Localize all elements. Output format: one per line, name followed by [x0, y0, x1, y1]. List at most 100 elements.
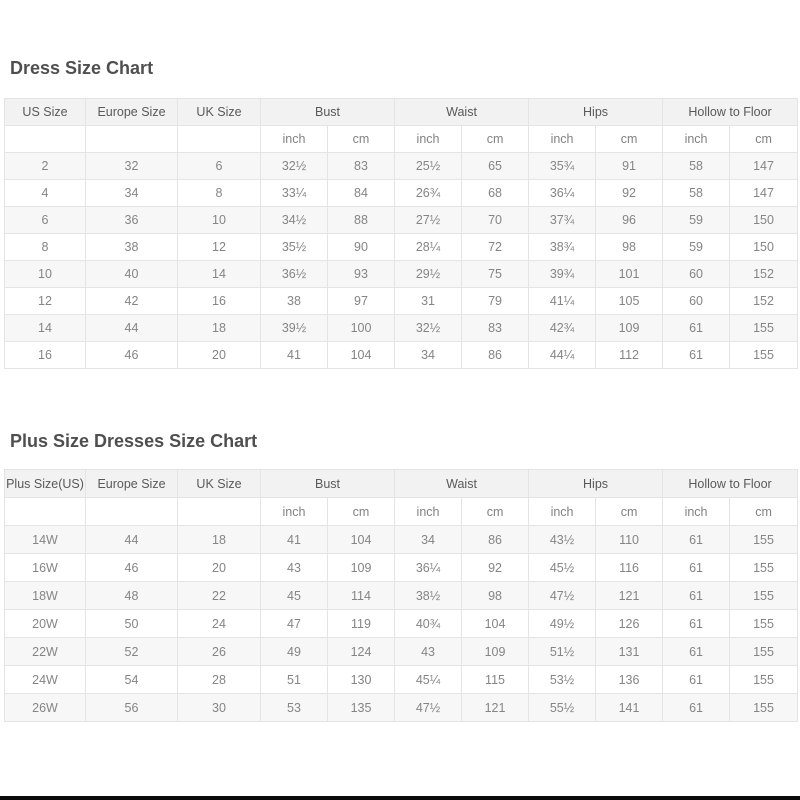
table-cell: 131 — [595, 637, 664, 666]
table-cell: 27½ — [394, 206, 463, 234]
table-cell: 47½ — [394, 693, 463, 722]
table-cell: 155 — [729, 609, 799, 638]
table-cell: 35½ — [260, 233, 328, 261]
table-cell: 10 — [177, 206, 261, 234]
table-cell: 155 — [729, 581, 799, 610]
table-cell: 110 — [595, 525, 664, 554]
table-cell: 37¾ — [528, 206, 597, 234]
column-header-waist: Waist — [394, 469, 530, 498]
unit-label-cm: cm — [461, 497, 530, 526]
table-cell: 51½ — [528, 637, 597, 666]
unit-label-inch: inch — [260, 497, 328, 526]
column-header-waist: Waist — [394, 98, 530, 126]
table-cell: 90 — [326, 233, 396, 261]
unit-label-cm: cm — [326, 125, 396, 153]
table-cell: 36½ — [260, 260, 328, 288]
unit-label-inch: inch — [394, 497, 463, 526]
table-cell: 61 — [662, 581, 731, 610]
table-row: 4 34 8 33¼ 84 26¾ 68 36¼ 92 58 147 — [4, 179, 799, 207]
table-cell: 18 — [177, 314, 261, 342]
table-cell: 155 — [729, 314, 799, 342]
unit-label-inch: inch — [662, 125, 731, 153]
table-cell: 6 — [177, 152, 261, 180]
table-cell: 8 — [177, 179, 261, 207]
column-header-bust: Bust — [259, 98, 396, 126]
table-cell: 104 — [326, 341, 396, 369]
empty-header-cell — [4, 497, 86, 526]
table-cell: 79 — [461, 287, 530, 315]
table-row: 16 46 20 41 104 34 86 44¼ 112 61 155 — [4, 341, 799, 369]
table-cell: 2 — [4, 152, 86, 180]
table-cell: 43 — [260, 553, 328, 582]
table-cell: 12 — [177, 233, 261, 261]
table-cell: 136 — [595, 665, 664, 694]
table-cell: 96 — [595, 206, 664, 234]
table-cell: 45 — [260, 581, 328, 610]
table-cell: 155 — [729, 341, 799, 369]
empty-header-cell — [177, 497, 261, 526]
table-row: 24W 54 28 51 130 45¼ 115 53½ 136 61 155 — [4, 665, 799, 694]
table-cell: 141 — [595, 693, 664, 722]
table-row: 18W 48 22 45 114 38½ 98 47½ 121 61 155 — [4, 581, 799, 610]
table-cell: 115 — [461, 665, 530, 694]
table-cell: 41 — [260, 341, 328, 369]
table-cell: 14 — [4, 314, 86, 342]
table-cell: 28¼ — [394, 233, 463, 261]
table-cell: 86 — [461, 341, 530, 369]
table-row: 10 40 14 36½ 93 29½ 75 39¾ 101 60 152 — [4, 260, 799, 288]
table-cell: 26 — [177, 637, 261, 666]
header-row: Plus Size(US) Europe Size UK Size Bust W… — [4, 469, 799, 498]
table-cell: 150 — [729, 206, 799, 234]
table-cell: 26W — [4, 693, 86, 722]
table-cell: 28 — [177, 665, 261, 694]
table-cell: 47 — [260, 609, 328, 638]
table-cell: 40 — [85, 260, 178, 288]
table-cell: 35¾ — [528, 152, 597, 180]
table-cell: 155 — [729, 637, 799, 666]
table-cell: 60 — [662, 260, 731, 288]
table-cell: 49 — [260, 637, 328, 666]
table-cell: 47½ — [528, 581, 597, 610]
table-cell: 152 — [729, 260, 799, 288]
table-cell: 32½ — [260, 152, 328, 180]
table-cell: 147 — [729, 179, 799, 207]
table-cell: 43 — [394, 637, 463, 666]
table-cell: 119 — [326, 609, 396, 638]
table-cell: 109 — [461, 637, 530, 666]
table-cell: 40¾ — [394, 609, 463, 638]
unit-header-row: inch cm inch cm inch cm inch cm — [4, 125, 799, 153]
table-cell: 124 — [326, 637, 396, 666]
table-cell: 92 — [595, 179, 664, 207]
table-cell: 155 — [729, 553, 799, 582]
table-cell: 92 — [461, 553, 530, 582]
table-cell: 114 — [326, 581, 396, 610]
table-cell: 152 — [729, 287, 799, 315]
dress-size-chart-title: Dress Size Chart — [10, 58, 154, 78]
table-cell: 45½ — [528, 553, 597, 582]
table-cell: 155 — [729, 525, 799, 554]
unit-label-cm: cm — [729, 497, 799, 526]
table-cell: 39¾ — [528, 260, 597, 288]
table-cell: 61 — [662, 609, 731, 638]
table-cell: 34 — [394, 525, 463, 554]
table-cell: 135 — [326, 693, 396, 722]
table-cell: 88 — [326, 206, 396, 234]
plus-size-chart-title: Plus Size Dresses Size Chart — [10, 431, 258, 451]
table-row: 8 38 12 35½ 90 28¼ 72 38¾ 98 59 150 — [4, 233, 799, 261]
unit-label-inch: inch — [528, 497, 597, 526]
table-cell: 31 — [394, 287, 463, 315]
table-cell: 44 — [85, 525, 178, 554]
table-cell: 65 — [461, 152, 530, 180]
table-cell: 51 — [260, 665, 328, 694]
table-cell: 42¾ — [528, 314, 597, 342]
table-cell: 61 — [662, 637, 731, 666]
table-cell: 38 — [260, 287, 328, 315]
table-cell: 147 — [729, 152, 799, 180]
plus-size-table-body: 14W 44 18 41 104 34 86 43½ 110 61 155 16W 46 20 43 109 3… — [4, 525, 799, 722]
table-cell: 91 — [595, 152, 664, 180]
unit-label-inch: inch — [662, 497, 731, 526]
column-header-hips: Hips — [528, 469, 664, 498]
table-cell: 12 — [4, 287, 86, 315]
table-row: 22W 52 26 49 124 43 109 51½ 131 61 155 — [4, 637, 799, 666]
